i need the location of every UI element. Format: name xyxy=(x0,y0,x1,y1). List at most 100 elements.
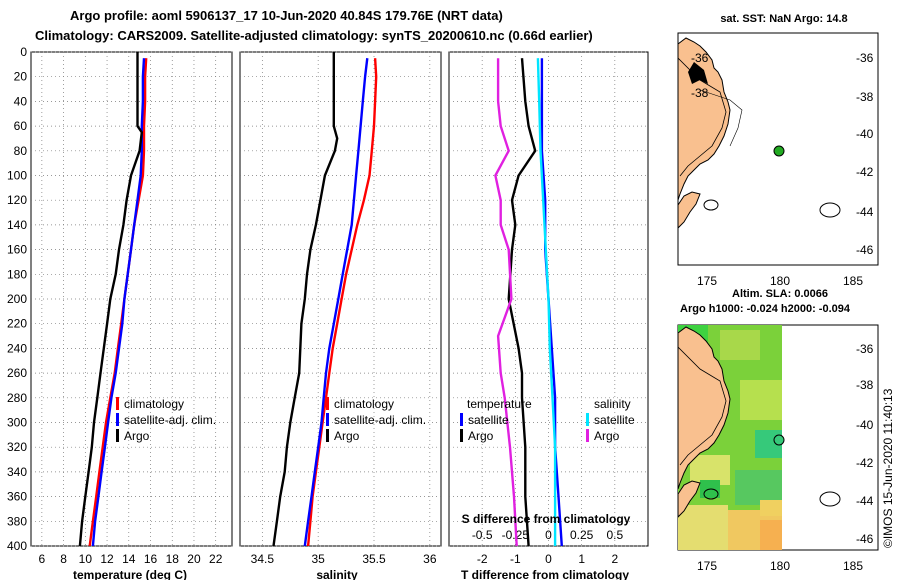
depth-tick-label: 160 xyxy=(7,243,27,257)
profile-lines xyxy=(78,52,563,546)
island-detail-1 xyxy=(688,62,708,84)
depth-tick-label: 200 xyxy=(7,292,27,306)
sla-cell xyxy=(740,380,782,420)
x-tick-label: -2 xyxy=(477,552,488,566)
legend-swatch-satellite xyxy=(116,413,119,426)
temperature-series-group xyxy=(78,52,148,546)
legend-label-satellite: satellite-adj. clim. xyxy=(334,413,426,427)
depth-tick-label: 320 xyxy=(7,440,27,454)
series-line-s-argo xyxy=(494,58,518,546)
map-lat-tick: -38 xyxy=(856,90,874,104)
south-island-shape xyxy=(678,480,701,518)
salinity-xlabel: salinity xyxy=(316,568,358,580)
x-tick-label: 6 xyxy=(39,552,46,566)
depth-tick-label: 180 xyxy=(7,267,27,281)
temperature-xlabel: temperature (deg C) xyxy=(73,568,187,580)
x-tick-label: 14 xyxy=(122,552,136,566)
x-tick-label: 20 xyxy=(187,552,201,566)
x-tick-label: 18 xyxy=(166,552,180,566)
map-lon-tick: 185 xyxy=(843,559,863,573)
legend-label-climatology: climatology xyxy=(124,397,184,411)
sla-map: -36 -38 -40 -42 -44 -46 175 180 185 xyxy=(677,324,879,573)
difference-xlabel: T difference from climatology xyxy=(461,568,629,580)
depth-tick-label: 380 xyxy=(7,514,27,528)
map-lat-tick: -36 xyxy=(856,342,874,356)
legend-label-t-satellite: satellite xyxy=(468,413,509,427)
legend-swatch-argo xyxy=(326,429,329,442)
sla-map-title-1: Altim. SLA: 0.0066 xyxy=(732,288,828,300)
depth-tick-label: 400 xyxy=(7,539,27,553)
difference-legend: temperature satellite Argo salinity sate… xyxy=(460,397,635,443)
x-tick-label: 35 xyxy=(311,552,325,566)
map-lon-tick: 180 xyxy=(770,274,790,288)
legend-swatch-climatology xyxy=(116,397,119,410)
legend-title-salinity: salinity xyxy=(594,397,631,411)
x-tick-label: 34.5 xyxy=(251,552,275,566)
map-lat-tick: -40 xyxy=(856,418,874,432)
map-lat-tick: -36 xyxy=(856,51,874,65)
s-tick-label: 0.25 xyxy=(570,528,594,542)
islet-1 xyxy=(703,199,719,211)
legend-label-satellite: satellite-adj. clim. xyxy=(124,413,216,427)
temperature-legend: climatology satellite-adj. clim. Argo xyxy=(116,397,216,443)
legend-swatch-t-satellite xyxy=(460,413,463,426)
map-lat-tick: -44 xyxy=(856,205,874,219)
sla-cell xyxy=(678,505,728,550)
x-tick-label: 10 xyxy=(79,552,93,566)
legend-label-argo: Argo xyxy=(124,429,150,443)
title-line-2: Climatology: CARS2009. Satellite-adjuste… xyxy=(35,28,593,43)
salinity-legend: climatology satellite-adj. clim. Argo xyxy=(326,397,426,443)
legend-label-s-argo: Argo xyxy=(594,429,620,443)
legend-swatch-t-argo xyxy=(460,429,463,442)
series-line-argo xyxy=(272,52,339,546)
difference-series-group xyxy=(494,58,563,546)
legend-swatch-satellite xyxy=(326,413,329,426)
depth-tick-label: 140 xyxy=(7,218,27,232)
map-lon-tick: 175 xyxy=(697,559,717,573)
map-lon-tick: 180 xyxy=(770,559,790,573)
depth-tick-label: 80 xyxy=(14,144,28,158)
x-tick-label: 22 xyxy=(209,552,223,566)
legend-swatch-s-argo xyxy=(586,429,589,442)
argo-float-marker xyxy=(773,434,785,446)
map-lat-tick: -42 xyxy=(856,165,874,179)
legend-label-climatology: climatology xyxy=(334,397,394,411)
north-island-shape xyxy=(678,326,731,490)
depth-contour-2 xyxy=(699,89,743,147)
depth-tick-label: 100 xyxy=(7,169,27,183)
sla-map-title-2: Argo h1000: -0.024 h2000: -0.094 xyxy=(680,303,851,315)
sst-map-title: sat. SST: NaN Argo: 14.8 xyxy=(720,13,847,25)
sla-cell xyxy=(720,330,760,360)
depth-tick-label: 300 xyxy=(7,416,27,430)
map-lat-tick: -38 xyxy=(691,86,709,100)
s-tick-label: -0.5 xyxy=(472,528,493,542)
series-line-s-satellite xyxy=(536,58,557,546)
depth-contour-1 xyxy=(678,57,727,177)
x-tick-label: 8 xyxy=(60,552,67,566)
map-lat-tick: -46 xyxy=(856,243,874,257)
x-tick-label: 12 xyxy=(100,552,114,566)
sla-cell xyxy=(735,470,782,505)
legend-swatch-climatology xyxy=(326,397,329,410)
legend-label-t-argo: Argo xyxy=(468,429,494,443)
sla-cell xyxy=(760,500,782,516)
series-line-satellite-adj-clim xyxy=(303,58,369,546)
depth-tick-label: 220 xyxy=(7,317,27,331)
depth-tick-label: 340 xyxy=(7,465,27,479)
legend-label-s-satellite: satellite xyxy=(594,413,635,427)
argo-float-marker xyxy=(773,145,785,157)
map-lat-tick: -44 xyxy=(856,494,874,508)
s-tick-label: 0.5 xyxy=(606,528,623,542)
x-tick-label: 35.5 xyxy=(362,552,386,566)
map-lon-tick: 175 xyxy=(697,274,717,288)
map-lat-tick: -42 xyxy=(856,456,874,470)
x-tick-label: 1 xyxy=(578,552,585,566)
legend-swatch-argo xyxy=(116,429,119,442)
depth-tick-label: 0 xyxy=(20,45,27,59)
depth-tick-label: 240 xyxy=(7,341,27,355)
depth-contour-1 xyxy=(678,346,727,466)
map-lat-tick: -38 xyxy=(856,378,874,392)
legend-swatch-s-satellite xyxy=(586,413,589,426)
